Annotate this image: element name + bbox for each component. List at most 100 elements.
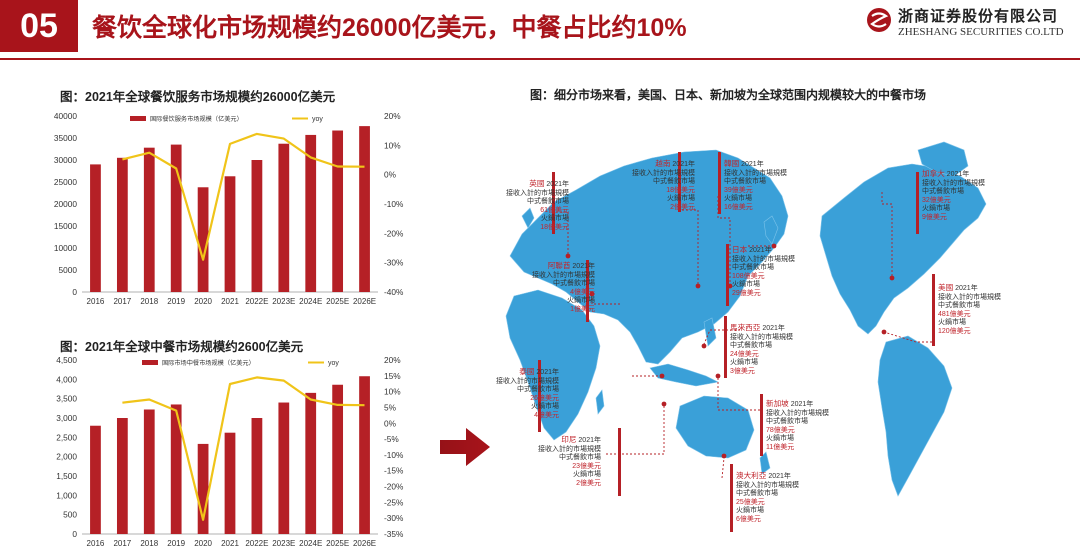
x-tick-label: 2024E (299, 297, 322, 306)
callout-line: 25億美元 (736, 498, 765, 506)
y-tick-label: 25000 (54, 177, 77, 187)
callout-heading: 馬來西亞 2021年 (730, 323, 793, 334)
legend-label-bar: 国际市场中餐市场规模（亿美元） (162, 359, 255, 367)
callout-heading: 英國 2021年 (506, 179, 569, 190)
x-tick-label: 2016 (87, 297, 105, 306)
callout-line: 接收入計的市場規模 (922, 179, 985, 187)
y2-tick-label: -10% (384, 199, 404, 209)
right-arrow-icon (440, 428, 490, 466)
x-tick-label: 2018 (140, 539, 158, 546)
new-zealand-island (759, 451, 771, 475)
x-tick-label: 2025E (326, 297, 349, 306)
bar (278, 143, 290, 292)
callout-line: 中式餐飲市場 (553, 280, 595, 288)
callout-line: 接收入計的市場規模 (506, 189, 569, 197)
country-name: 越南 (655, 159, 671, 168)
x-tick-label: 2020 (194, 297, 212, 306)
bar (116, 157, 128, 292)
callout-heading: 印尼 2021年 (538, 435, 601, 446)
callout-year: 2021年 (944, 171, 970, 178)
callout-line: 火鍋市場 (531, 403, 559, 411)
y2-tick-label: 0% (384, 418, 397, 428)
philippines-islands (703, 317, 717, 347)
callout-line: 中式餐飲市場 (517, 386, 559, 394)
bar (197, 443, 209, 534)
callout-line: 32億美元 (922, 196, 951, 204)
callout-line: 中式餐飲市場 (527, 198, 569, 206)
callout-line: 接收入計的市場規模 (632, 169, 695, 177)
bar (143, 409, 155, 534)
callout-line: 26億美元 (530, 394, 559, 402)
country-name: 阿聯酋 (547, 261, 571, 270)
bar (305, 134, 317, 292)
south-america-landmass (877, 335, 953, 497)
callout-line: 120億美元 (938, 327, 971, 335)
callout-line: 接收入計的市場規模 (538, 445, 601, 453)
x-tick-label: 2024E (299, 539, 322, 546)
x-tick-label: 2026E (353, 539, 376, 546)
logo-english-name: ZHESHANG SECURITIES CO.LTD (898, 26, 1064, 38)
country-callout: 越南 2021年 接收入計的市場規模 中式餐飲市場 18億美元 火鍋市場 2億美元 (632, 159, 695, 213)
uk-island (521, 207, 535, 229)
x-tick-label: 2019 (167, 539, 185, 546)
country-name: 英國 (529, 179, 545, 188)
callout-line: 18億美元 (540, 223, 569, 231)
callout-line: 9億美元 (922, 213, 947, 221)
page-title: 餐饮全球化市场规模约26000亿美元，中餐占比约10% (92, 14, 687, 42)
callout-year: 2021年 (534, 369, 559, 376)
y2-tick-label: 15% (384, 371, 401, 381)
callout-year: 2021年 (670, 161, 695, 168)
callout-year: 2021年 (570, 263, 595, 270)
country-callout: 加拿大 2021年 接收入計的市場規模 中式餐飲市場 32億美元 火鍋市場 9億美元 (922, 169, 985, 223)
callout-heading: 日本 2021年 (732, 245, 795, 256)
callout-line: 火鍋市場 (724, 195, 752, 203)
y-tick-label: 10000 (54, 243, 77, 253)
callout-line: 11億美元 (766, 443, 795, 451)
world-map-figure: 英國 2021年 接收入計的市場規模 中式餐飲市場 61億美元 火鍋市場 18億美元 越南 … (492, 106, 1078, 544)
x-tick-label: 2023E (272, 297, 295, 306)
callout-heading: 澳大利亞 2021年 (736, 471, 799, 482)
bar (224, 432, 236, 534)
country-name: 泰國 (519, 367, 535, 376)
bar (251, 160, 263, 292)
x-tick-label: 2023E (272, 539, 295, 546)
y-tick-label: 4,500 (56, 355, 77, 365)
bar (197, 187, 209, 292)
legend-swatch-bar (130, 116, 146, 121)
callout-line: 中式餐飲市場 (938, 302, 980, 310)
country-callout: 韓國 2021年 接收入計的市場規模 中式餐飲市場 39億美元 火鍋市場 16億美元 (724, 159, 787, 213)
country-callout: 澳大利亞 2021年 接收入計的市場規模 中式餐飲市場 25億美元 火鍋市場 6億美元 (736, 471, 799, 525)
callout-line: 火鍋市場 (766, 435, 794, 443)
y-tick-label: 2,500 (56, 432, 77, 442)
callout-line: 中式餐飲市場 (730, 342, 772, 350)
bar (170, 404, 182, 534)
country-callout: 日本 2021年 接收入計的市場規模 中式餐飲市場 108億美元 火鍋市場 29億美元 (732, 245, 795, 299)
bar (251, 418, 263, 534)
x-tick-label: 2022E (245, 539, 268, 546)
header-divider (0, 58, 1080, 60)
country-name: 澳大利亞 (736, 471, 767, 480)
country-name: 加拿大 (922, 169, 945, 178)
country-name: 韓國 (724, 159, 740, 168)
chart2-title: 图：2021年全球中餐市场规模约2600亿美元 (60, 340, 304, 354)
logo-chinese-name: 浙商证券股份有限公司 (898, 8, 1059, 25)
bar (143, 147, 155, 292)
x-tick-label: 2017 (113, 297, 131, 306)
y-tick-label: 3,000 (56, 413, 77, 423)
y2-tick-label: -5% (384, 434, 399, 444)
x-tick-label: 2018 (140, 297, 158, 306)
country-name: 日本 (732, 245, 748, 254)
x-tick-label: 2020 (194, 539, 212, 546)
callout-line: 中式餐飲市場 (732, 264, 774, 272)
country-callout: 英國 2021年 接收入計的市場規模 中式餐飲市場 61億美元 火鍋市場 18億美元 (506, 179, 569, 233)
world-map (505, 141, 987, 532)
callout-line: 23億美元 (572, 462, 601, 470)
callout-year: 2021年 (739, 161, 764, 168)
bar (332, 130, 344, 292)
bar (116, 418, 128, 534)
callout-line: 108億美元 (732, 272, 765, 280)
callout-line: 接收入計的市場規模 (532, 271, 595, 279)
callout-year: 2021年 (766, 473, 791, 480)
callout-line: 接收入計的市場規模 (766, 409, 829, 417)
callout-line: 4億美元 (570, 288, 595, 296)
